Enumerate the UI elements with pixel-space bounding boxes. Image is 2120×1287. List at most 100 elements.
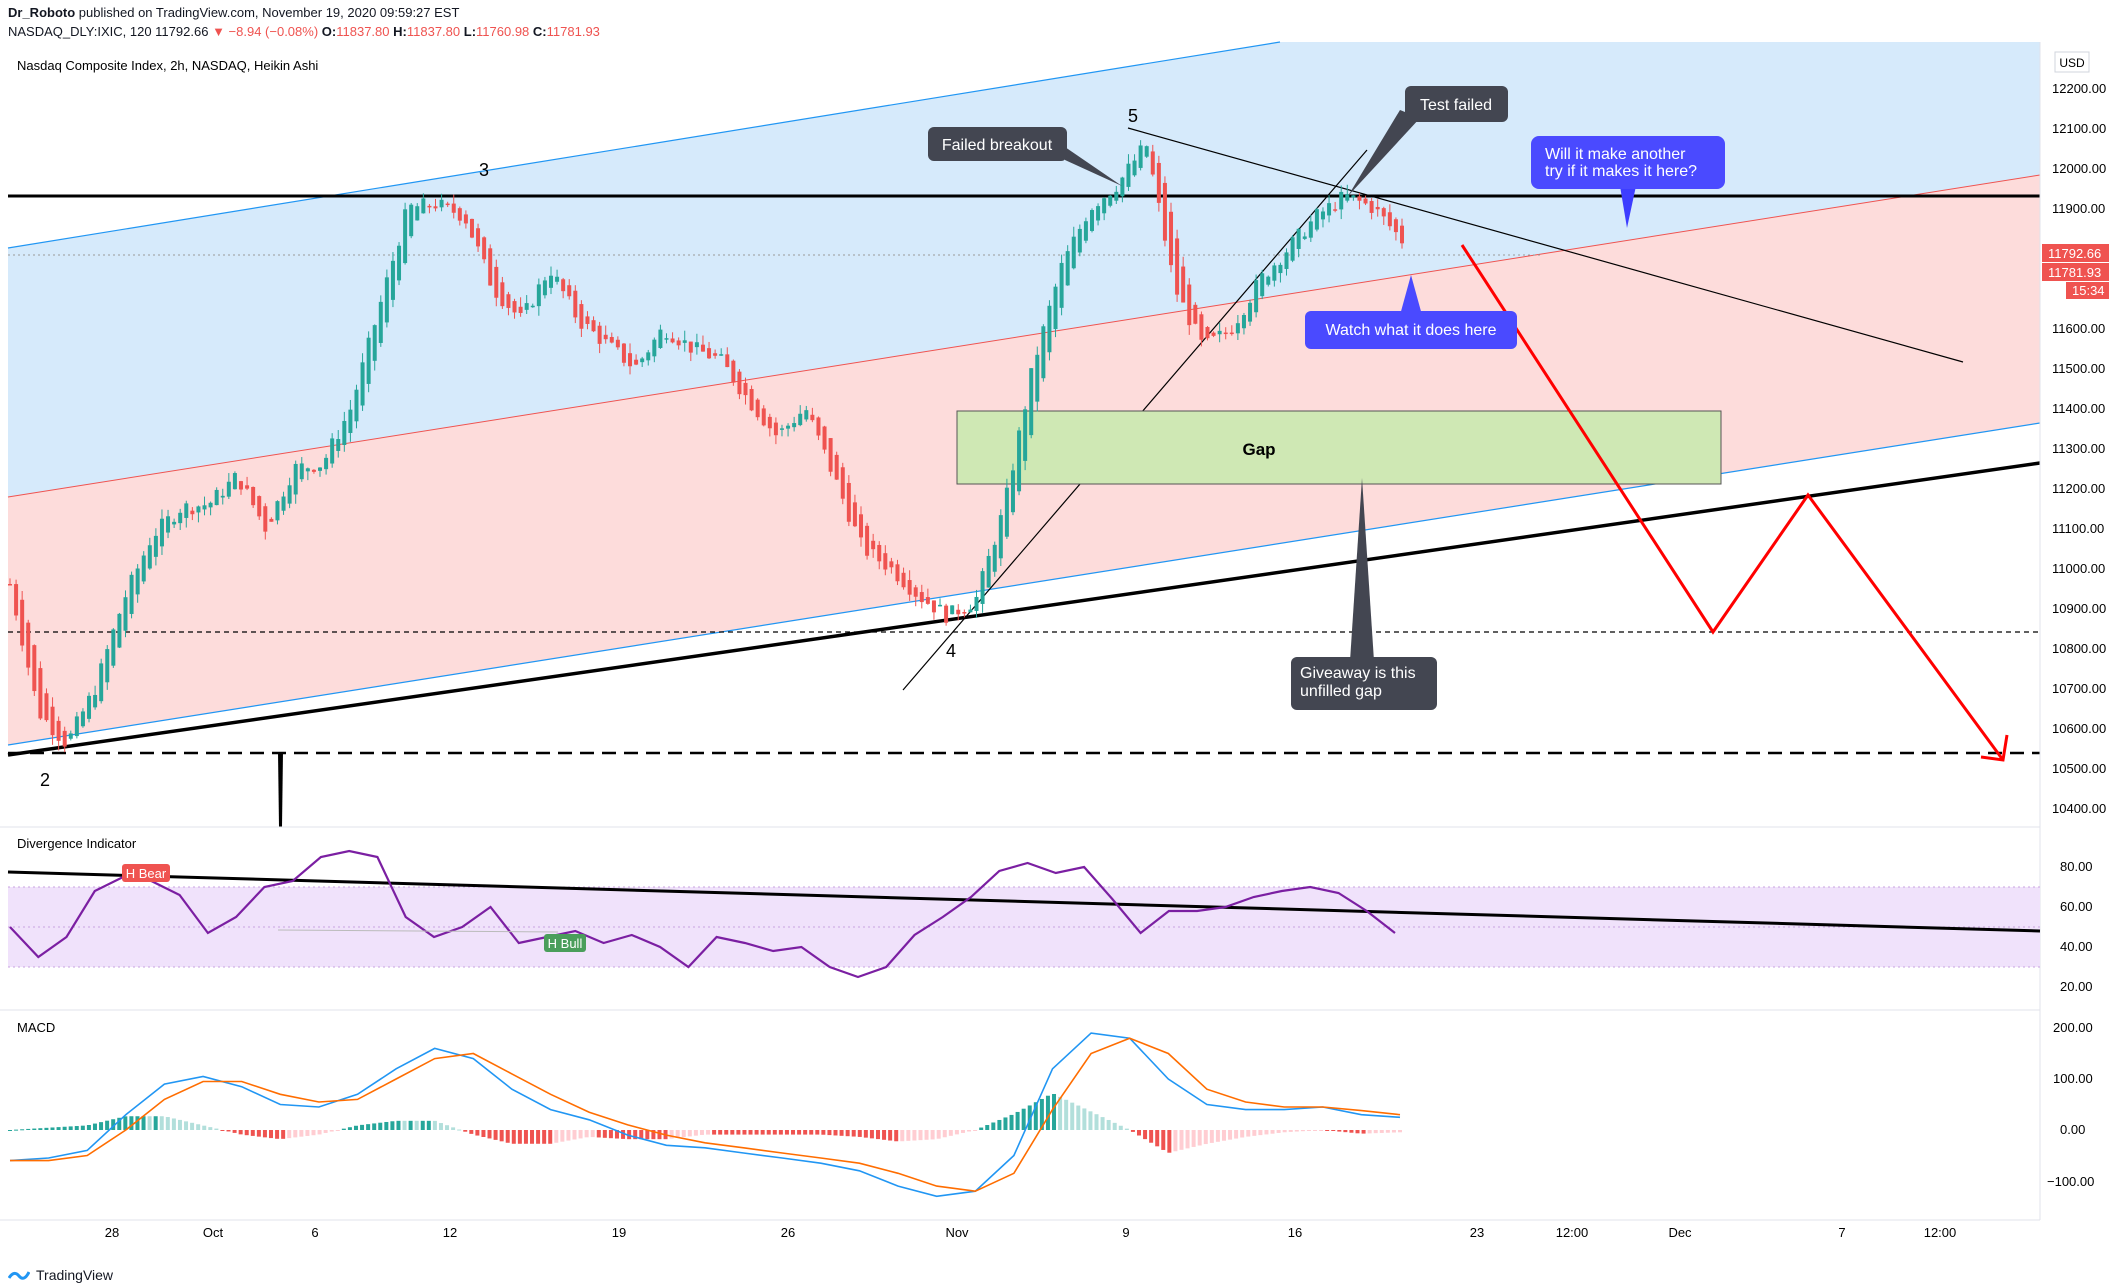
- macd-hist-bar: [797, 1130, 802, 1135]
- candle-body: [1053, 286, 1058, 330]
- macd-hist-bar: [74, 1126, 79, 1130]
- macd-hist-bar: [1100, 1117, 1105, 1130]
- candle-body: [1096, 206, 1101, 221]
- price-tick: 10400.00: [2052, 801, 2106, 816]
- macd-hist-bar: [329, 1130, 334, 1132]
- macd-hist-bar: [1319, 1130, 1324, 1131]
- macd-hist-bar: [62, 1126, 67, 1130]
- low-value: 11760.98: [476, 24, 530, 39]
- candle-body: [700, 344, 705, 352]
- macd-hist-bar: [469, 1130, 474, 1134]
- close-label: C:: [532, 24, 547, 39]
- macd-hist-bar: [26, 1128, 31, 1130]
- macd-hist-bar: [596, 1130, 601, 1138]
- price-tick: 10500.00: [2052, 761, 2106, 776]
- candle-body: [384, 277, 389, 323]
- candle-body: [1205, 327, 1210, 339]
- spike-marker: [278, 752, 283, 827]
- macd-hist-bar: [360, 1124, 365, 1130]
- macd-hist-bar: [863, 1130, 868, 1138]
- macd-hist-bar: [900, 1130, 905, 1142]
- time-tick: 28: [105, 1225, 119, 1240]
- h-bear-badge: H Bear: [122, 864, 170, 882]
- time-axis[interactable]: 28 Oct 6 12 19 26 Nov 9 16 23 12:00 Dec …: [105, 1225, 1957, 1240]
- rsi-trendline: [7, 870, 2041, 933]
- candle-body: [1320, 211, 1325, 220]
- divergence-axis: 80.00 60.00 40.00 20.00: [2060, 859, 2093, 994]
- candle-body: [1296, 228, 1301, 249]
- macd-hist-bar: [505, 1130, 510, 1143]
- candle-body: [1193, 304, 1198, 324]
- candle-body: [494, 266, 499, 298]
- macd-title: MACD: [17, 1020, 55, 1035]
- candle-body: [555, 276, 560, 282]
- candle-body: [1345, 194, 1350, 201]
- macd-hist-bar: [590, 1130, 595, 1138]
- macd-hist-bar: [572, 1130, 577, 1140]
- macd-histogram: [8, 1094, 1402, 1153]
- watch-callout: Watch what it does here: [1305, 275, 1517, 349]
- candle-body: [1260, 273, 1265, 297]
- macd-hist-bar: [1246, 1130, 1251, 1137]
- will-it-line2: try if it makes it here?: [1545, 163, 1697, 180]
- macd-hist-bar: [147, 1116, 152, 1130]
- macd-hist-bar: [784, 1130, 789, 1135]
- projection-path: [1460, 244, 2005, 761]
- macd-hist-bar: [372, 1123, 377, 1130]
- macd-hist-bar: [153, 1116, 158, 1130]
- candle-body: [196, 506, 201, 513]
- candle-body: [530, 305, 535, 308]
- macd-hist-bar: [457, 1129, 462, 1131]
- price-tick: 11000.00: [2052, 561, 2105, 576]
- macd-hist-bar: [202, 1125, 207, 1130]
- macd-hist-bar: [1179, 1130, 1184, 1150]
- macd-hist-bar: [56, 1127, 61, 1130]
- macd-hist-bar: [1027, 1105, 1032, 1130]
- macd-hist-bar: [232, 1130, 237, 1133]
- macd-hist-bar: [1252, 1130, 1257, 1136]
- macd-hist-bar: [1306, 1130, 1311, 1131]
- candle-body: [427, 205, 432, 208]
- div-tick: 20.00: [2060, 979, 2093, 994]
- macd-hist-bar: [839, 1130, 844, 1136]
- macd-hist-bar: [760, 1130, 765, 1135]
- macd-hist-bar: [305, 1130, 310, 1136]
- candle-body: [725, 354, 730, 368]
- candle-body: [646, 352, 651, 361]
- footer-brand[interactable]: TradingView: [8, 1267, 113, 1283]
- macd-hist-bar: [657, 1130, 662, 1140]
- macd-hist-bar: [754, 1130, 759, 1135]
- giveaway-line1: Giveaway is this: [1300, 665, 1416, 682]
- candle-body: [743, 382, 748, 396]
- currency-label: USD: [2059, 56, 2085, 70]
- watch-text: Watch what it does here: [1325, 322, 1496, 339]
- macd-hist-bar: [918, 1130, 923, 1141]
- macd-hist-bar: [1033, 1102, 1038, 1130]
- macd-hist-bar: [1149, 1130, 1154, 1143]
- candle-body: [1333, 209, 1338, 211]
- price-axis[interactable]: USD 12200.00 12100.00 12000.00 11900.00 …: [2042, 51, 2109, 816]
- macd-hist-bar: [105, 1120, 110, 1130]
- candle-body: [913, 587, 918, 597]
- macd-hist-bar: [135, 1116, 140, 1130]
- candle-body: [974, 596, 979, 611]
- candle-body: [1083, 221, 1088, 241]
- macd-hist-bar: [214, 1128, 219, 1130]
- macd-hist-bar: [1234, 1130, 1239, 1139]
- macd-hist-bar: [1003, 1117, 1008, 1130]
- candle-body: [676, 340, 681, 346]
- candle-body: [1217, 330, 1222, 335]
- macd-hist-bar: [1130, 1130, 1135, 1132]
- macd-hist-bar: [1288, 1130, 1293, 1132]
- candle-body: [8, 584, 12, 586]
- candle-body: [1065, 251, 1070, 286]
- candle-body: [111, 629, 116, 666]
- macd-hist-bar: [1058, 1096, 1063, 1130]
- candle-body: [354, 389, 359, 422]
- macd-hist-bar: [1355, 1130, 1360, 1134]
- macd-hist-bar: [548, 1130, 553, 1144]
- rsi-line: [9, 849, 1396, 979]
- channel-mid-line: [7, 174, 2041, 498]
- macd-hist-bar: [347, 1127, 352, 1130]
